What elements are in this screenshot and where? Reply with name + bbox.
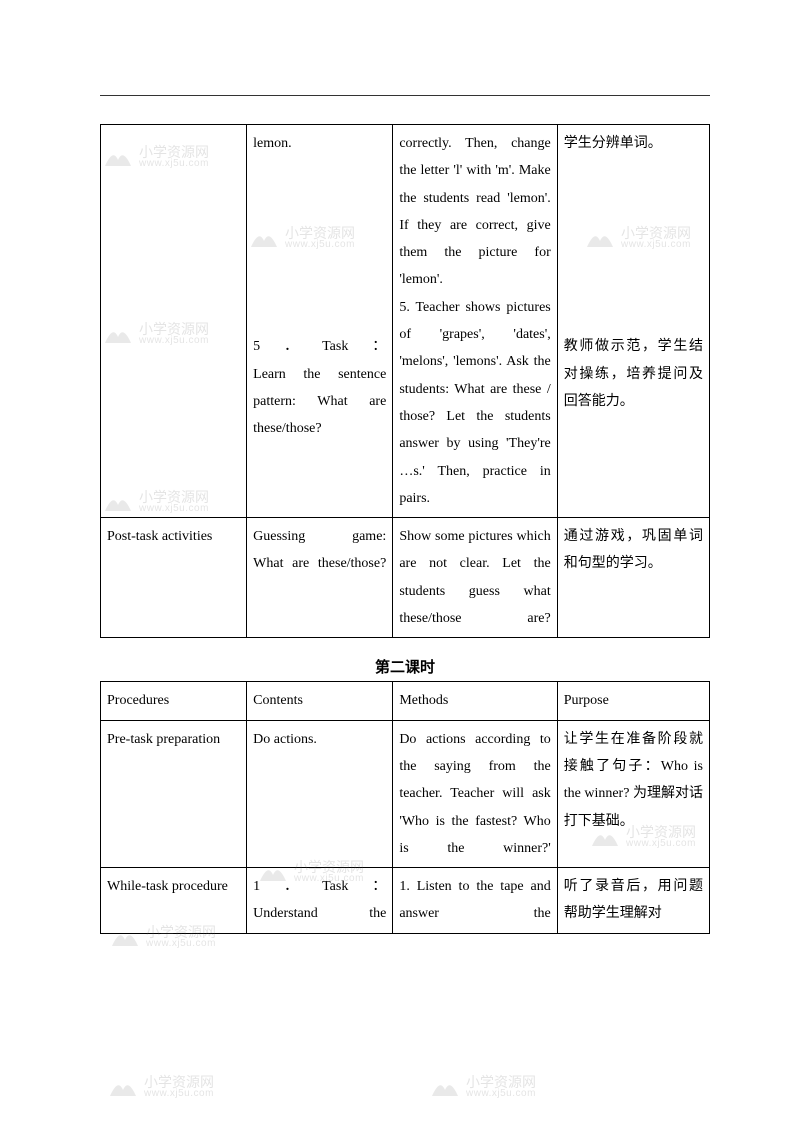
watermark-cn: 小学资源网 xyxy=(466,1075,536,1089)
watermark: 小学资源网www.xj5u.com xyxy=(108,1075,214,1099)
cell-contents: Guessing game: What are these/those? xyxy=(247,518,393,638)
cell-text: 教师做示范，学生结对操练，培养提问及回答能力。 xyxy=(564,333,703,415)
spacer xyxy=(564,157,703,333)
header-methods: Methods xyxy=(393,682,557,720)
table-row: Post-task activities Guessing game: What… xyxy=(101,518,710,638)
watermark-en: www.xj5u.com xyxy=(146,939,216,949)
watermark-en: www.xj5u.com xyxy=(144,1089,214,1099)
cell-procedures: While-task procedure xyxy=(101,868,247,934)
cell-text: correctly. Then, change the letter 'l' w… xyxy=(399,130,550,294)
cell-purpose: 听了录音后，用问题帮助学生理解对 xyxy=(557,868,709,934)
table-row: While-task procedure 1．Task： Understand … xyxy=(101,868,710,934)
table-row: Pre-task preparation Do actions. Do acti… xyxy=(101,720,710,867)
table-lesson-1: lemon. 5．Task： Learn the sentence patter… xyxy=(100,124,710,638)
watermark-cn: 小学资源网 xyxy=(144,1075,214,1089)
cell-methods: Show some pictures which are not clear. … xyxy=(393,518,557,638)
cell-contents: lemon. 5．Task： Learn the sentence patter… xyxy=(247,125,393,518)
cell-contents: Do actions. xyxy=(247,720,393,867)
watermark: 小学资源网www.xj5u.com xyxy=(430,1075,536,1099)
cell-purpose: 学生分辨单词。 教师做示范，学生结对操练，培养提问及回答能力。 xyxy=(557,125,709,518)
header-contents: Contents xyxy=(247,682,393,720)
watermark-en: www.xj5u.com xyxy=(466,1089,536,1099)
cell-text: 学生分辨单词。 xyxy=(564,130,703,157)
cell-methods: 1. Listen to the tape and answer the xyxy=(393,868,557,934)
cell-text: 5. Teacher shows pictures of 'grapes', '… xyxy=(399,294,550,512)
cell-purpose: 通过游戏，巩固单词和句型的学习。 xyxy=(557,518,709,638)
cell-text: lemon. xyxy=(253,130,386,157)
cell-contents: 1．Task： Understand the xyxy=(247,868,393,934)
section-heading: 第二课时 xyxy=(100,656,710,677)
table-row: lemon. 5．Task： Learn the sentence patter… xyxy=(101,125,710,518)
cell-methods: Do actions according to the saying from … xyxy=(393,720,557,867)
top-rule xyxy=(100,95,710,96)
cell-methods: correctly. Then, change the letter 'l' w… xyxy=(393,125,557,518)
cell-text: 5．Task： Learn the sentence pattern: What… xyxy=(253,333,386,442)
spacer xyxy=(253,157,386,333)
cell-purpose: 让学生在准备阶段就接触了句子：Who is the winner? 为理解对话打… xyxy=(557,720,709,867)
header-purpose: Purpose xyxy=(557,682,709,720)
page: lemon. 5．Task： Learn the sentence patter… xyxy=(0,0,800,1132)
header-procedures: Procedures xyxy=(101,682,247,720)
table-lesson-2: Procedures Contents Methods Purpose Pre-… xyxy=(100,681,710,933)
cell-procedures: Post-task activities xyxy=(101,518,247,638)
cell-empty xyxy=(101,125,247,518)
cell-procedures: Pre-task preparation xyxy=(101,720,247,867)
table-row: Procedures Contents Methods Purpose xyxy=(101,682,710,720)
